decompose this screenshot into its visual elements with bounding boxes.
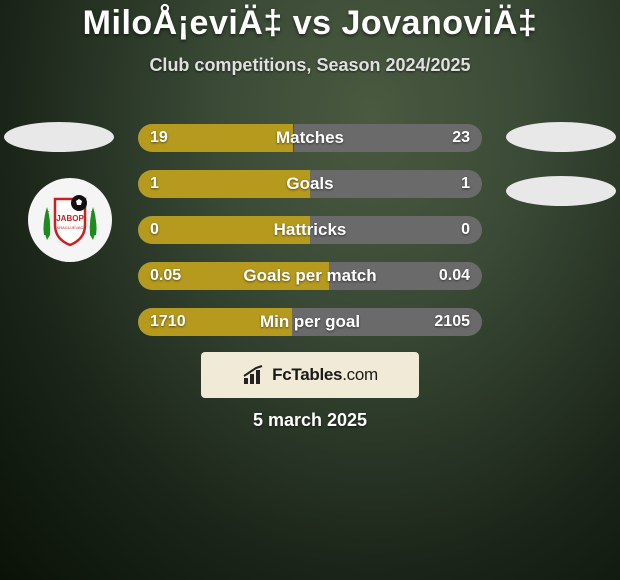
stat-value-left: 19 [150,124,168,152]
club-crest-icon: JABOP KRAGUJEVAC [35,185,105,255]
comparison-date: 5 march 2025 [0,410,620,431]
stat-value-right: 0.04 [439,262,470,290]
stat-value-left: 0 [150,216,159,244]
stat-bar-right [310,216,482,244]
brand-text-bold: FcTables [272,365,342,384]
comparison-card: MiloÅ¡eviÄ‡ vs JovanoviÄ‡ Club competiti… [0,0,620,580]
stat-bar-right [310,170,482,198]
stat-bar-row: 17102105Min per goal [138,308,482,336]
club-badge-left: JABOP KRAGUJEVAC [28,178,112,262]
stat-bar-row: 0.050.04Goals per match [138,262,482,290]
stat-bars: 1923Matches11Goals00Hattricks0.050.04Goa… [138,124,482,354]
stat-value-left: 1710 [150,308,186,336]
bar-chart-icon [242,364,266,386]
player-right-pill [506,122,616,152]
stat-bar-left [138,216,310,244]
player-left-pill [4,122,114,152]
svg-text:KRAGUJEVAC: KRAGUJEVAC [57,225,84,230]
stat-value-right: 23 [452,124,470,152]
page-title: MiloÅ¡eviÄ‡ vs JovanoviÄ‡ [0,4,620,43]
stat-value-left: 0.05 [150,262,181,290]
brand-text: FcTables.com [272,365,378,385]
stat-bar-left [138,170,310,198]
stat-bar-row: 11Goals [138,170,482,198]
player-right-pill-2 [506,176,616,206]
stat-value-right: 1 [461,170,470,198]
brand-box[interactable]: FcTables.com [201,352,419,398]
stat-bar-row: 1923Matches [138,124,482,152]
stat-bar-row: 00Hattricks [138,216,482,244]
stat-value-right: 2105 [434,308,470,336]
brand-text-light: .com [342,365,378,384]
stat-value-right: 0 [461,216,470,244]
season-subtitle: Club competitions, Season 2024/2025 [0,55,620,76]
stat-value-left: 1 [150,170,159,198]
svg-text:JABOP: JABOP [56,214,84,223]
